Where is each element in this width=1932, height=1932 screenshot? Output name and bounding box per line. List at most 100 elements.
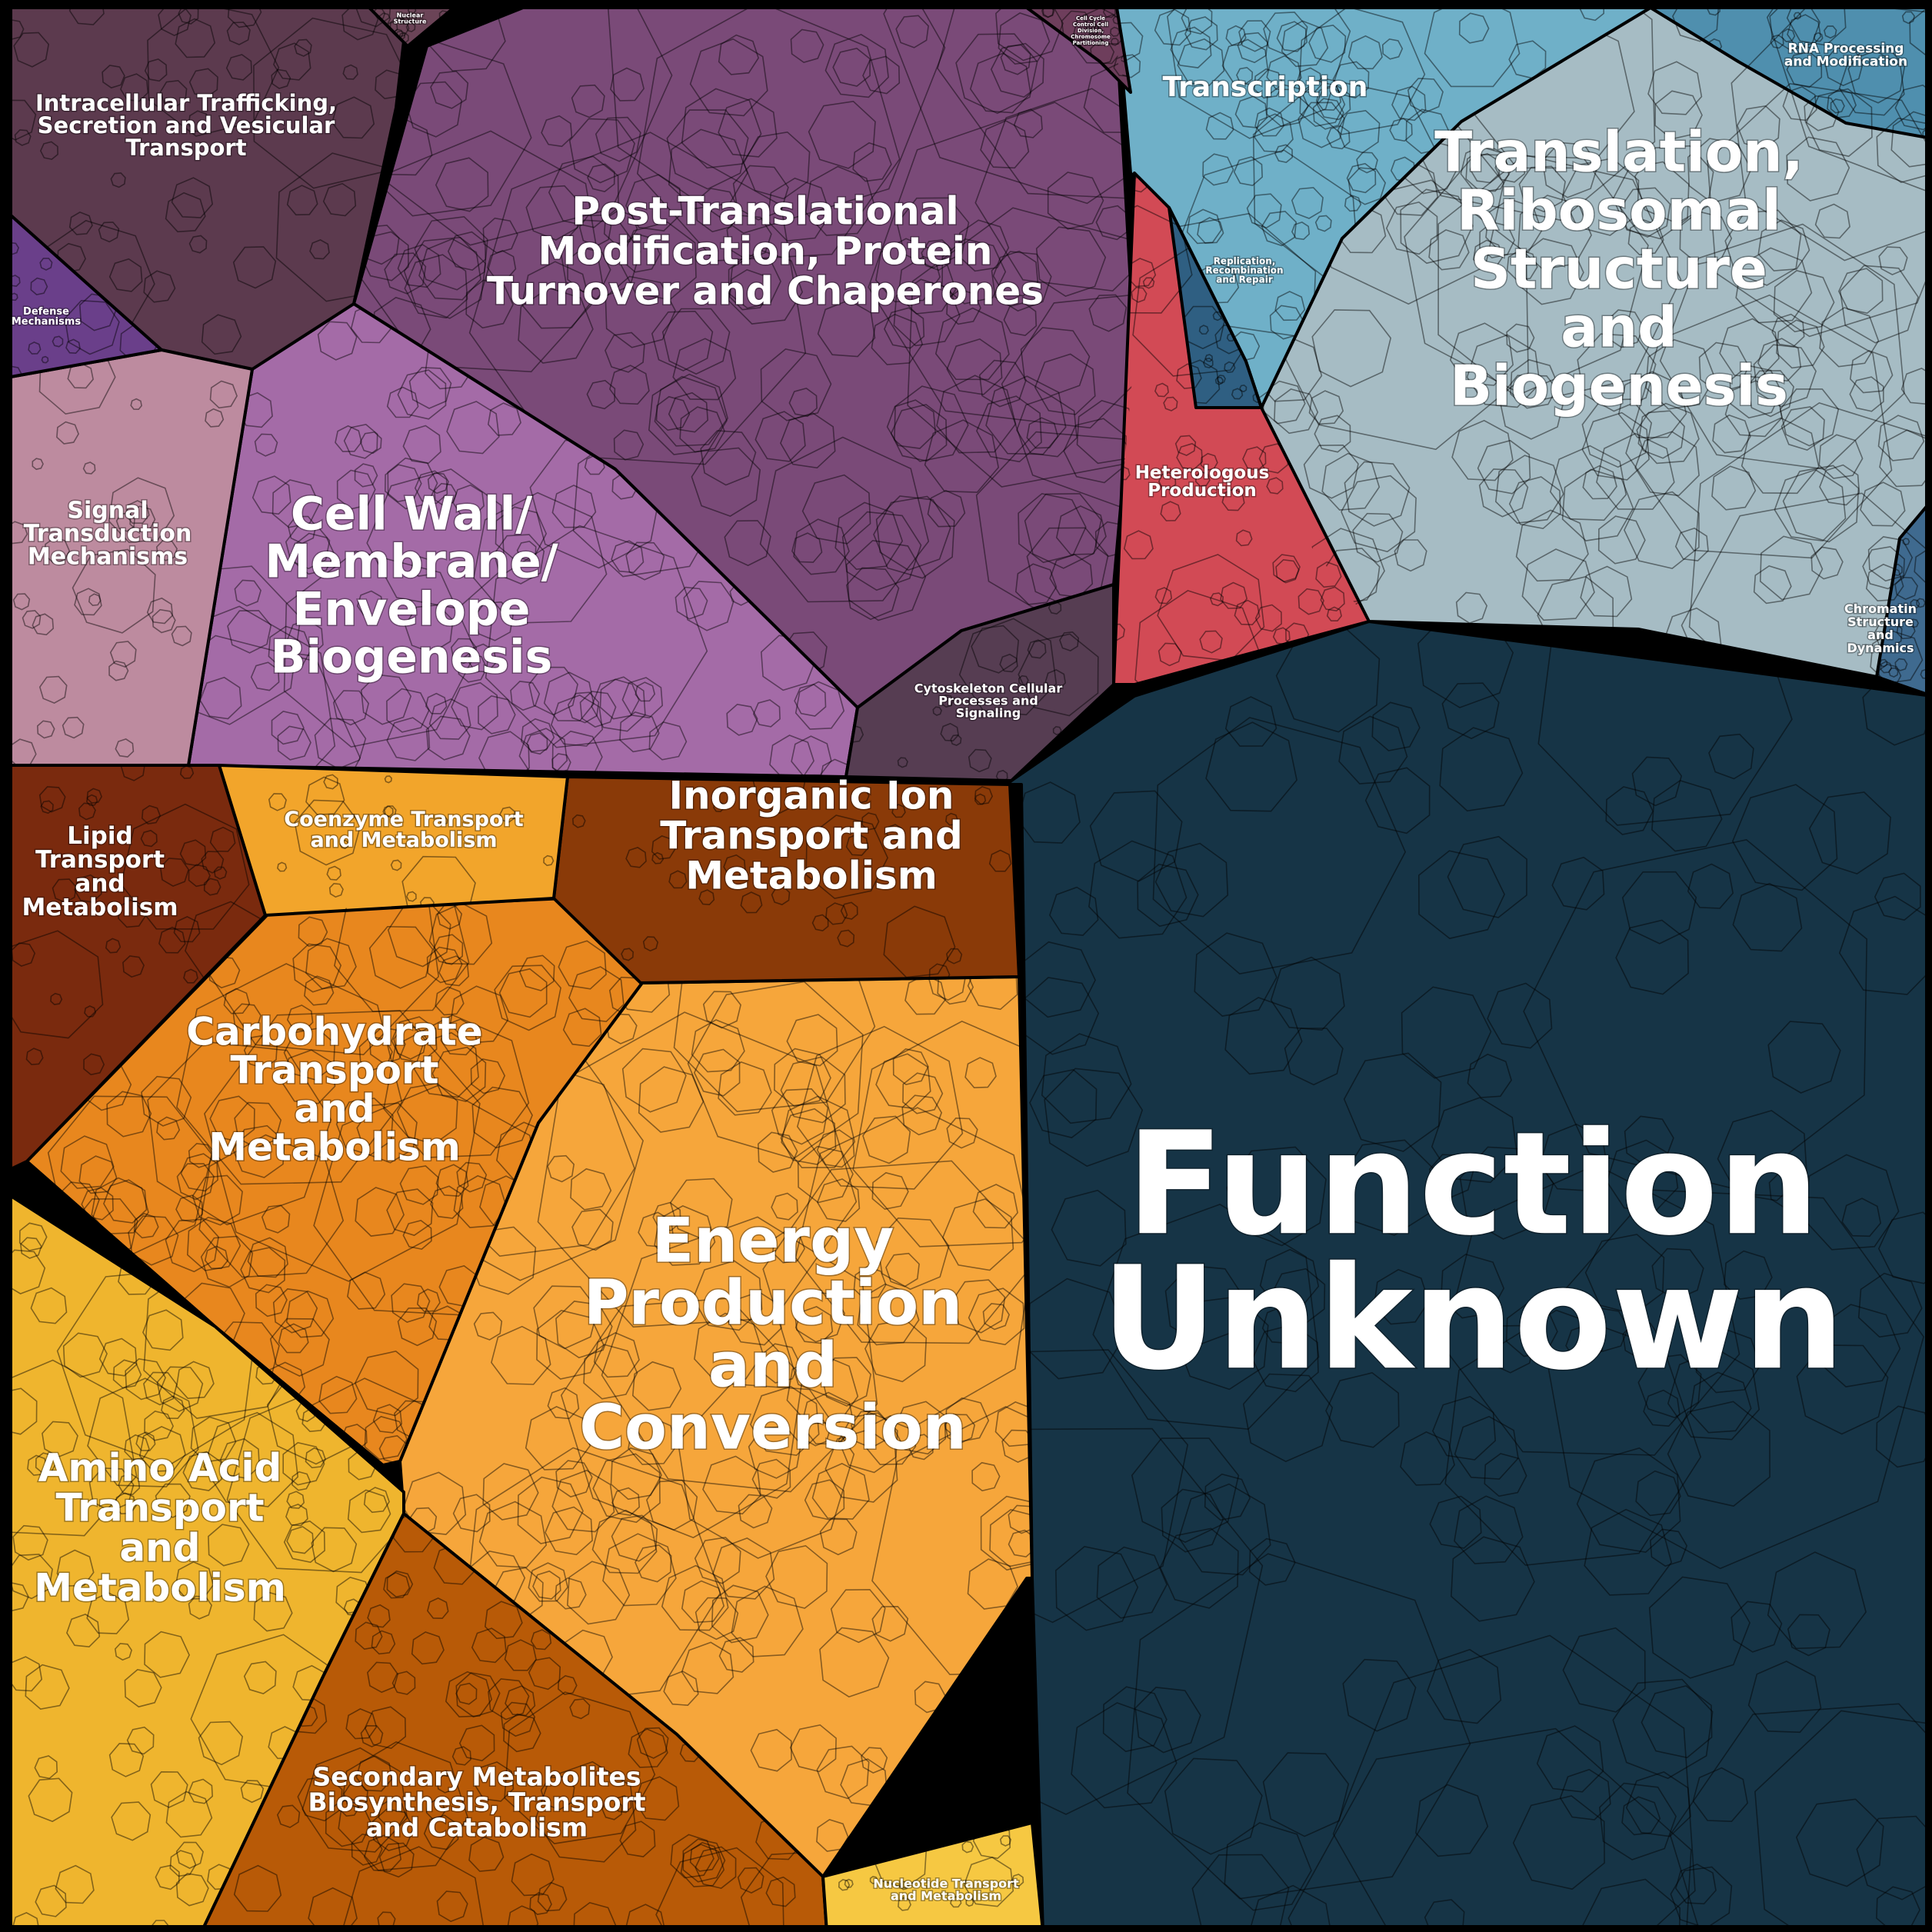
sub-cell (1400, 1431, 1455, 1486)
sub-cell (562, 1008, 602, 1048)
sub-cell (391, 1671, 416, 1695)
sub-cell (1029, 1068, 1098, 1139)
sub-cell (1641, 1685, 1713, 1759)
sub-cell (35, 1884, 67, 1917)
sub-cell (11, 99, 37, 141)
sub-cell (669, 1178, 733, 1241)
sub-cell (1819, 464, 1860, 506)
sub-cell (584, 455, 605, 475)
sub-cell (628, 1416, 678, 1465)
sub-cell (11, 738, 37, 765)
sub-cell (389, 17, 410, 38)
label-line: Structure (1471, 237, 1767, 301)
sub-cell (1154, 587, 1173, 605)
sub-cell (1581, 398, 1653, 468)
sub-cell (765, 1544, 828, 1609)
label-energy-production: Energy Production and Conversion (579, 1204, 966, 1463)
region-replication[interactable] (1168, 206, 1263, 409)
sub-cell (1174, 1295, 1269, 1391)
sub-cell (208, 1524, 250, 1567)
label-lipid: Lipid Transport and Metabolism (22, 822, 178, 921)
sub-cell (1114, 623, 1125, 641)
sub-cell (192, 1174, 243, 1226)
sub-cell (1299, 80, 1346, 128)
region-chromatin[interactable] (1875, 498, 1932, 698)
sub-cell (621, 233, 661, 273)
sub-cell (899, 1880, 909, 1890)
sub-cell (1582, 465, 1617, 500)
sub-cell (1352, 512, 1404, 563)
sub-cell (418, 238, 481, 301)
sub-cell (1158, 642, 1182, 667)
sub-cell (368, 1027, 406, 1064)
sub-cell (143, 1371, 178, 1406)
sub-cell (1787, 1614, 1830, 1657)
sub-cell (414, 470, 448, 505)
sub-cell (611, 540, 645, 574)
sub-cell (188, 1142, 214, 1168)
sub-cell (1754, 1710, 1932, 1932)
label-line: Lipid (67, 822, 132, 850)
sub-cell (1902, 538, 1910, 546)
sub-cell (446, 401, 500, 455)
sub-cell (1184, 16, 1218, 51)
sub-cell (1440, 1254, 1505, 1319)
region-cytoskeleton[interactable] (844, 583, 1115, 782)
sub-cell (668, 870, 688, 889)
sub-cell (504, 1639, 537, 1671)
sub-cell (1303, 444, 1359, 499)
region-defense[interactable] (9, 214, 163, 378)
sub-cell (570, 1168, 612, 1211)
sub-cell (980, 120, 1030, 169)
sub-cell (286, 1491, 305, 1509)
sub-cell (1781, 28, 1796, 42)
sub-cell (718, 98, 778, 158)
sub-cell (567, 691, 600, 724)
sub-cell (484, 1601, 523, 1640)
sub-cell (1478, 468, 1529, 518)
sub-cell (414, 215, 488, 291)
region-rna-processing[interactable] (1649, 6, 1932, 140)
region-coenzyme[interactable] (218, 764, 569, 917)
region-lipid[interactable] (9, 764, 267, 1171)
sub-cell (958, 618, 1058, 716)
label-line: Envelope (293, 583, 531, 637)
sub-cell (341, 8, 379, 41)
sub-cell (223, 988, 251, 1014)
sub-cell (1224, 696, 1277, 747)
sub-cell (411, 556, 432, 577)
sub-cell (142, 1309, 184, 1351)
sub-cell (1672, 8, 1720, 42)
sub-cell (152, 608, 176, 634)
sub-cell (1689, 1371, 1752, 1434)
sub-cell (945, 812, 958, 826)
sub-cell (1637, 1354, 1702, 1419)
region-function-unknown[interactable] (1006, 620, 1932, 1932)
label-heterologous: Heterologous Production (1135, 463, 1270, 501)
sub-cell (668, 391, 709, 433)
sub-cell (30, 277, 48, 295)
sub-cell (1649, 1528, 1688, 1567)
sub-cell (176, 1163, 215, 1201)
sub-cell (757, 1131, 798, 1173)
sub-cell (1659, 223, 1905, 470)
sub-cell (255, 1284, 288, 1317)
label-line: Turnover and Chaperones (487, 269, 1044, 314)
sub-cell (845, 567, 900, 621)
sub-cell (619, 711, 660, 753)
sub-cell (498, 968, 548, 1018)
sub-cell (1417, 850, 1505, 940)
label-line: Division, (1078, 28, 1104, 34)
region-cell-cycle[interactable] (1025, 6, 1132, 94)
region-nuclear-structure[interactable] (368, 6, 455, 48)
cells-heterologous (1114, 175, 1345, 685)
sub-cell (883, 905, 956, 978)
sub-cell (1154, 8, 1191, 46)
sub-cell (1297, 102, 1345, 148)
sub-cell (1047, 172, 1104, 230)
sub-cell (1298, 8, 1426, 135)
region-nucleotide[interactable] (821, 1821, 1044, 1932)
sub-cell (895, 15, 929, 48)
sub-cell (1786, 51, 1823, 88)
region-secondary-metabolites[interactable] (200, 1512, 828, 1932)
